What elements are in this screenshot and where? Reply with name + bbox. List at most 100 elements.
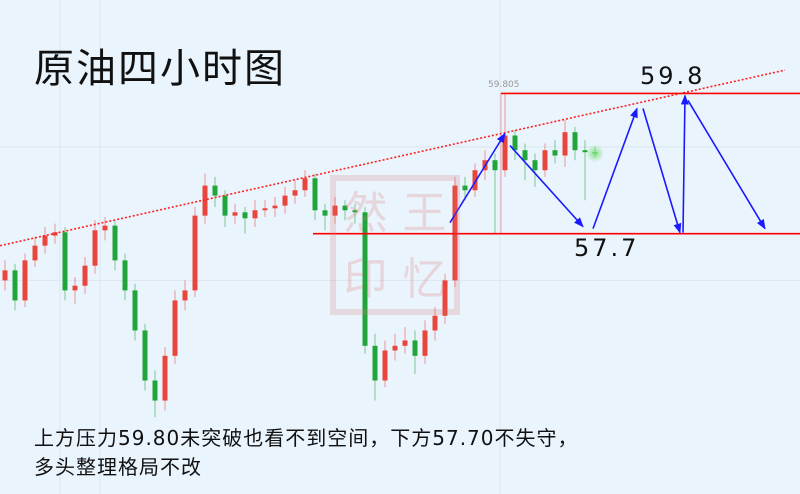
candle: [512, 130, 518, 161]
candle-body: [362, 212, 368, 346]
candle: [322, 203, 328, 231]
candle-body: [542, 150, 548, 171]
candle-body: [222, 195, 228, 216]
high-price-label: 59.805: [488, 80, 520, 90]
candle: [2, 260, 8, 291]
candle: [262, 200, 268, 217]
candle-body: [552, 150, 558, 156]
candle-body: [442, 280, 448, 316]
candle-body: [22, 260, 28, 301]
candle-body: [112, 225, 118, 261]
candle: [382, 340, 388, 388]
candle: [32, 236, 38, 268]
candle-body: [162, 355, 168, 401]
candle-body: [492, 160, 498, 171]
candle: [362, 206, 368, 354]
candle-body: [582, 150, 588, 153]
candle-body: [422, 330, 428, 356]
chart-title: 原油四小时图: [34, 46, 286, 92]
candle-body: [412, 340, 418, 356]
candle: [462, 176, 468, 201]
candle: [242, 206, 248, 234]
candle: [102, 216, 108, 241]
candle: [162, 347, 168, 411]
candle: [402, 327, 408, 354]
projection-arrow: [642, 108, 682, 234]
candle-body: [192, 215, 198, 291]
candle: [42, 226, 48, 254]
candle-body: [522, 150, 528, 161]
candle-body: [512, 135, 518, 151]
candle: [282, 186, 288, 214]
candle: [332, 196, 338, 224]
candle: [62, 226, 68, 301]
candle: [422, 320, 428, 364]
projection-arrow: [449, 132, 506, 224]
candle: [552, 140, 558, 164]
candle-body: [132, 290, 138, 331]
candle: [312, 173, 318, 221]
candle: [372, 333, 378, 401]
analysis-note-line-1: 上方压力59.80未突破也看不到空间，下方57.70不失守，: [34, 426, 579, 450]
candle: [392, 333, 398, 361]
candle-body: [2, 270, 8, 281]
candle-body: [572, 132, 578, 151]
candle-body: [152, 380, 158, 401]
candle: [112, 220, 118, 271]
current-price-glow: [586, 144, 604, 163]
candle-body: [182, 290, 188, 301]
candle: [192, 206, 198, 298]
candle: [232, 203, 238, 224]
candles: [2, 93, 604, 418]
candle: [342, 200, 348, 221]
candle-body: [122, 260, 128, 291]
candle-body: [562, 132, 568, 156]
candle-body: [462, 185, 468, 191]
candle-body: [242, 212, 248, 219]
candle-body: [382, 350, 388, 381]
candle-body: [232, 212, 238, 216]
candle-body: [322, 210, 328, 216]
candle-body: [302, 178, 308, 191]
candle: [532, 153, 538, 187]
candle: [222, 190, 228, 227]
candle: [352, 203, 358, 224]
candle: [212, 176, 218, 207]
candle-body: [372, 345, 378, 381]
candle: [472, 163, 478, 197]
candle: [202, 173, 208, 224]
candle: [562, 120, 568, 167]
candle: [182, 280, 188, 311]
candle: [302, 170, 308, 197]
seal-char: 印: [343, 254, 388, 305]
candle: [152, 370, 158, 418]
candle: [82, 257, 88, 294]
candle-body: [42, 235, 48, 246]
candle-body: [402, 340, 408, 346]
candle-body: [282, 195, 288, 206]
projection-arrow: [680, 94, 689, 233]
candle: [432, 307, 438, 341]
annotation-lines: [0, 69, 800, 247]
candle-body: [292, 190, 298, 196]
candle-body: [532, 160, 538, 171]
candle-body: [342, 205, 348, 211]
seal-char: 王: [402, 188, 447, 239]
projection-arrow: [687, 100, 766, 230]
candle: [582, 140, 588, 201]
candle: [72, 277, 78, 304]
candle: [272, 196, 278, 217]
watermark-seal: 然 王 印 忆: [330, 175, 460, 315]
projection-arrow: [509, 144, 584, 228]
candle-body: [72, 285, 78, 291]
candle: [292, 180, 298, 204]
candle: [12, 263, 18, 311]
candle: [252, 200, 258, 227]
candle: [172, 290, 178, 364]
candle: [122, 253, 128, 301]
candle-body: [332, 205, 338, 216]
candle: [412, 330, 418, 374]
candle: [492, 153, 498, 234]
